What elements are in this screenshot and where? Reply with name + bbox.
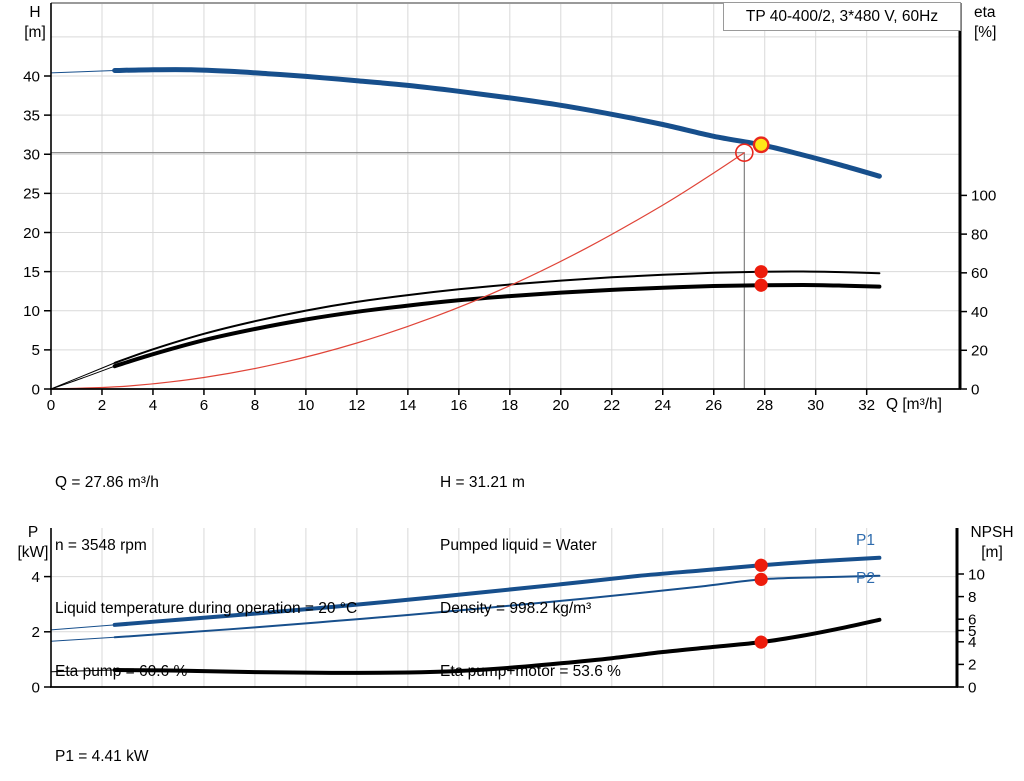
- head-axis-label: H [m]: [12, 3, 58, 43]
- duty-point-marker: [752, 136, 770, 154]
- left-axis-tick-label: 40: [23, 68, 40, 85]
- pump-title-box: TP 40-400/2, 3*480 V, 60Hz: [723, 2, 961, 31]
- left-axis-tick-label: 35: [23, 107, 40, 124]
- x-axis-tick-label: 12: [348, 397, 365, 414]
- left-axis-tick-label: 0: [32, 381, 40, 398]
- left-axis-tick-label: 5: [32, 342, 40, 359]
- x-axis-tick-label: 8: [251, 397, 259, 414]
- right-axis-tick-label: 4: [968, 634, 976, 651]
- p2-duty-marker: [754, 572, 768, 586]
- x-axis-tick-label: 22: [603, 397, 620, 414]
- power-axis-label-unit: [kW]: [17, 544, 49, 561]
- p1-curve: [50, 624, 116, 631]
- requested-duty-point-marker: [735, 143, 754, 162]
- x-axis-tick-label: 18: [501, 397, 518, 414]
- flow-axis-label: Q [m³/h]: [886, 396, 942, 413]
- power-info-block: P1 = 4.41 kW P2 = 3.9 kW NPSH = 3.97 m: [55, 704, 163, 781]
- x-axis-tick-label: 28: [756, 397, 773, 414]
- head-curve: [50, 70, 116, 74]
- right-axis-tick-label: 8: [968, 589, 976, 606]
- x-axis-tick-label: 10: [297, 397, 314, 414]
- left-axis-tick-label: 30: [23, 147, 40, 164]
- right-axis-tick-label: 100: [971, 188, 996, 205]
- npsh-axis-label: NPSH [m]: [962, 523, 1022, 563]
- x-axis-tick-label: 20: [552, 397, 569, 414]
- x-axis-tick-label: 6: [200, 397, 208, 414]
- eta-pump-motor-curve: [112, 282, 882, 369]
- right-axis-tick-label: 0: [971, 381, 979, 398]
- right-axis-tick-label: 5: [968, 623, 976, 640]
- power-axis-label-symbol: P: [27, 524, 39, 541]
- info-flow: Q = 27.86 m³/h: [55, 474, 159, 491]
- power-axis-label: P [kW]: [8, 523, 58, 563]
- head-axis-label-unit: [m]: [24, 24, 46, 41]
- duty-info-right: H = 31.21 m Pumped liquid = Water Densit…: [440, 430, 621, 724]
- system-curve-curve: [50, 152, 745, 390]
- x-axis-tick-label: 30: [807, 397, 824, 414]
- npsh-curve: [50, 669, 116, 673]
- right-axis-tick-label: 40: [971, 304, 988, 321]
- left-axis-tick-label: 15: [23, 264, 40, 281]
- right-axis-tick-label: 10: [968, 566, 985, 583]
- p2-curve: [50, 636, 116, 642]
- p1-curve-label: P1: [856, 532, 875, 549]
- info-eta-pump: Eta pump = 60.6 %: [55, 663, 188, 680]
- x-axis-tick-label: 16: [450, 397, 467, 414]
- duty-info-left: Q = 27.86 m³/h n = 3548 rpm Liquid tempe…: [55, 430, 357, 724]
- eta-pump-duty-marker: [754, 265, 768, 279]
- npsh-axis-label-symbol: NPSH: [970, 524, 1014, 541]
- right-axis-tick-label: 2: [968, 657, 976, 674]
- x-axis-tick-label: 14: [399, 397, 416, 414]
- info-liquid-temperature: Liquid temperature during operation = 20…: [55, 600, 358, 617]
- x-axis-tick-label: 4: [149, 397, 157, 414]
- eta-axis-label: eta [%]: [974, 3, 1022, 43]
- p1-duty-marker: [754, 558, 768, 572]
- npsh-duty-marker: [754, 635, 768, 649]
- npsh-curve: [112, 617, 882, 675]
- eta-pump-motor-curve: [50, 365, 116, 390]
- right-axis-tick-label: 80: [971, 226, 988, 243]
- x-axis-tick-label: 2: [98, 397, 106, 414]
- eta-pump-motor-duty-marker: [754, 278, 768, 292]
- left-axis-tick-label: 4: [32, 569, 40, 586]
- left-axis-tick-label: 0: [32, 679, 40, 696]
- eta-pump-curve: [50, 362, 116, 390]
- left-axis-tick-label: 10: [23, 303, 40, 320]
- left-axis-tick-label: 2: [32, 624, 40, 641]
- eta-axis-label-unit: [%]: [974, 24, 997, 41]
- right-axis-tick-label: 6: [968, 612, 976, 629]
- x-axis-tick-label: 0: [47, 397, 55, 414]
- right-axis-tick-label: 0: [968, 679, 976, 696]
- info-eta-pump-motor: Eta pump+motor = 53.6 %: [440, 663, 621, 680]
- npsh-axis-label-unit: [m]: [981, 544, 1003, 561]
- right-axis-tick-label: 20: [971, 343, 988, 360]
- left-axis-tick-label: 20: [23, 225, 40, 242]
- info-pumped-liquid: Pumped liquid = Water: [440, 537, 597, 554]
- left-axis-tick-label: 25: [23, 186, 40, 203]
- info-p1: P1 = 4.41 kW: [55, 748, 149, 765]
- right-axis-tick-label: 60: [971, 265, 988, 282]
- info-head: H = 31.21 m: [440, 474, 525, 491]
- head-axis-label-symbol: H: [29, 4, 41, 21]
- x-axis-tick-label: 32: [858, 397, 875, 414]
- p2-curve-label: P2: [856, 570, 875, 587]
- x-axis-tick-label: 26: [705, 397, 722, 414]
- x-axis-tick-label: 24: [654, 397, 671, 414]
- info-density: Density = 998.2 kg/m³: [440, 600, 592, 617]
- eta-axis-label-symbol: eta: [974, 4, 996, 21]
- eta-pump-curve: [113, 270, 881, 364]
- info-speed: n = 3548 rpm: [55, 537, 147, 554]
